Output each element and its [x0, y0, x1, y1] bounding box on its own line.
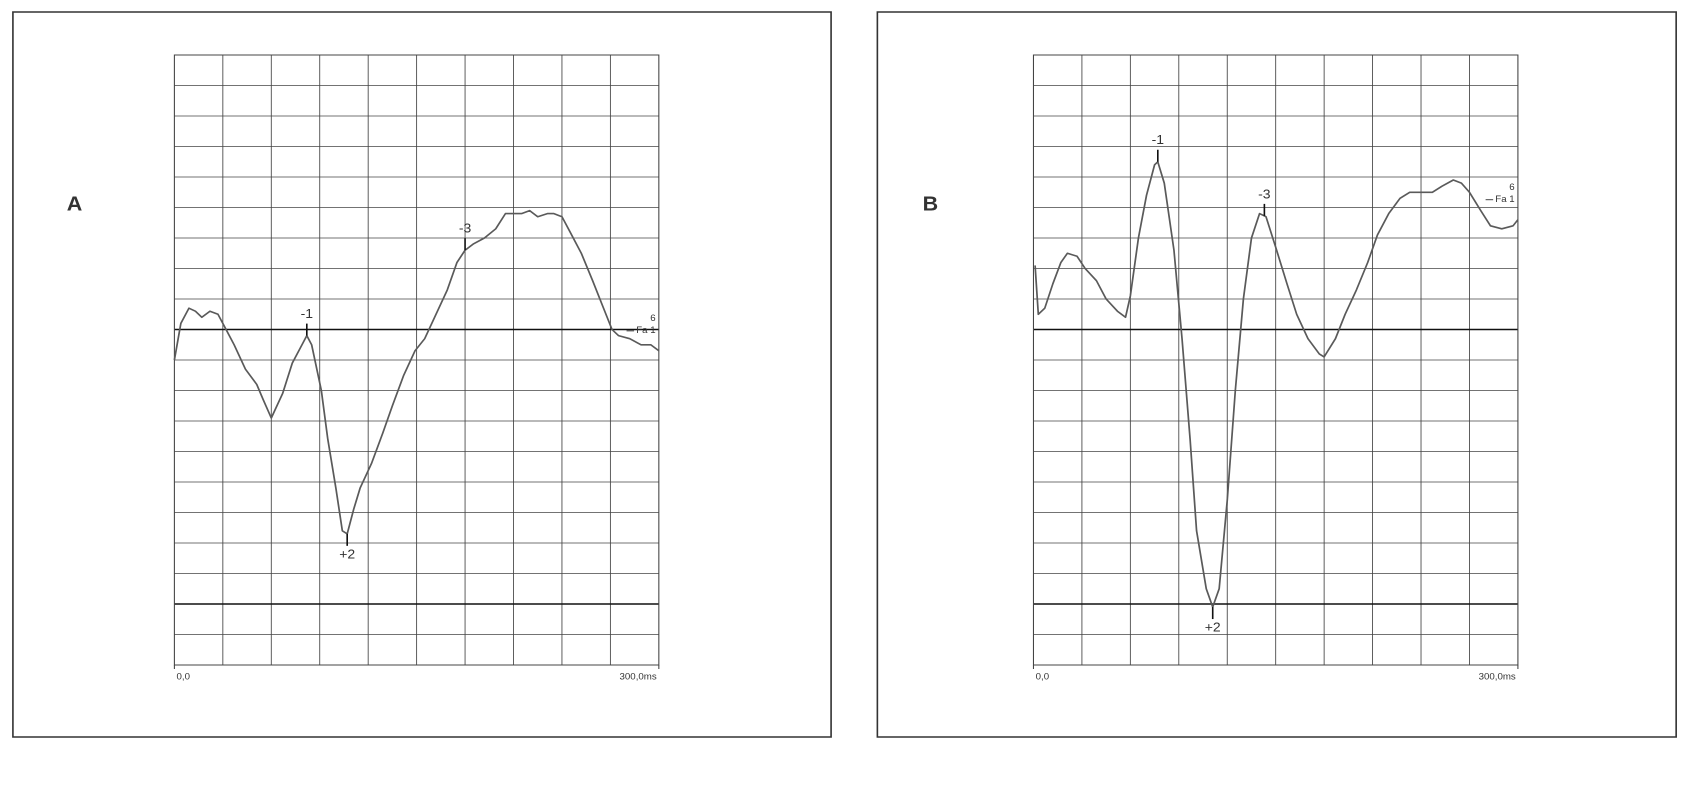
x-tick-label: 0,0: [1036, 672, 1049, 682]
trace-name: Fa 1: [636, 326, 655, 336]
trace-name: Fa 1: [1495, 194, 1514, 204]
waveform: [1034, 161, 1519, 608]
trace-number: 6: [650, 314, 655, 324]
peak-label: +2: [339, 547, 355, 561]
x-tick-label: 300,0ms: [1479, 672, 1516, 682]
plot-frame: [1032, 54, 1519, 666]
peak-label: -3: [459, 221, 471, 235]
x-tick-label: 0,0: [177, 672, 190, 682]
peak-label: -1: [301, 306, 313, 320]
panel-frame: [876, 11, 1677, 738]
panel-frame: [12, 11, 832, 738]
peak-label: -1: [1152, 133, 1164, 147]
waveform: [173, 209, 660, 535]
x-tick-label: 300,0ms: [620, 672, 657, 682]
peak-label: +2: [1205, 620, 1221, 634]
panel-label: A: [67, 193, 83, 215]
panel-label: B: [923, 193, 939, 215]
peak-label: -3: [1258, 187, 1270, 201]
trace-number: 6: [1509, 182, 1514, 192]
